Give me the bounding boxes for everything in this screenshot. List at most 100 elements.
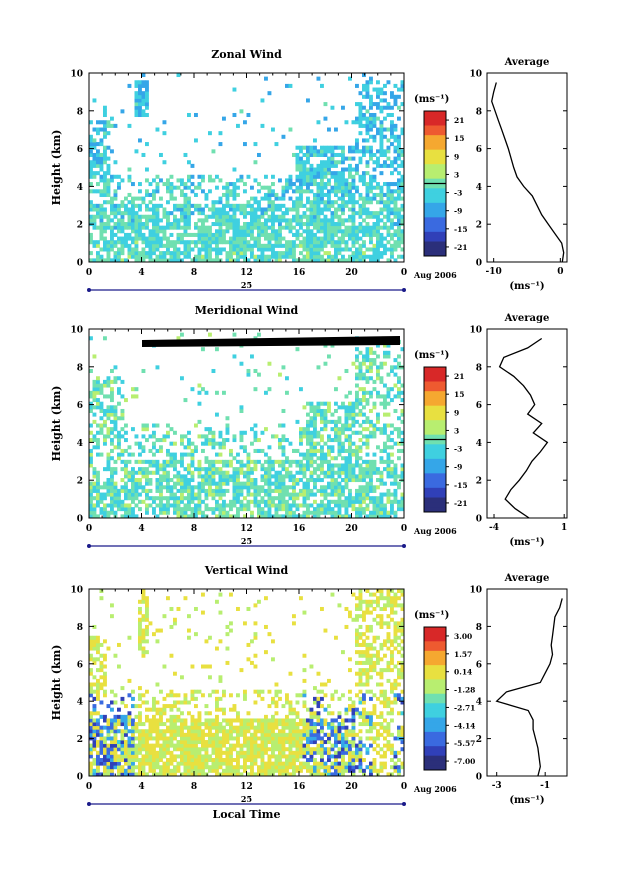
colorbar-segment: [424, 367, 446, 373]
x-tick-label: 16: [293, 782, 306, 792]
date-axis-end: [402, 544, 406, 548]
colorbar-tick-label: -7.00: [454, 757, 475, 766]
colorbar-segment: [424, 679, 446, 685]
date-axis-start: [87, 544, 91, 548]
colorbar-unit: (ms⁻¹): [414, 94, 449, 105]
colorbar-segment: [424, 391, 446, 397]
colorbar-segment: [424, 415, 446, 421]
colorbar-segment: [424, 202, 446, 209]
colorbar-tick-label: -4.14: [454, 721, 475, 730]
colorbar-segment: [424, 125, 446, 131]
avg-frame: [486, 328, 568, 519]
colorbar-segment: [424, 712, 446, 719]
colorbar-segment: [424, 207, 446, 213]
avg-x-label: (ms⁻¹): [509, 795, 544, 806]
date-axis-end: [402, 288, 406, 292]
panel-title: Zonal Wind: [211, 48, 282, 61]
x-tick-label: 0: [401, 524, 407, 534]
date-month: Aug 2006: [413, 270, 457, 280]
colorbar-segment: [424, 246, 446, 252]
y-tick-label: 4: [77, 698, 83, 708]
colorbar-segment: [424, 439, 446, 445]
colorbar-segment: [424, 655, 446, 661]
y-tick-label: 2: [77, 221, 83, 231]
y-tick-label: 0: [77, 515, 83, 525]
x-tick-label: 0: [401, 268, 407, 278]
colorbar-tick-label: -3: [454, 445, 462, 454]
x-tick-label: 12: [240, 524, 253, 534]
y-tick-label: 10: [70, 326, 83, 336]
colorbar-tick-label: -5.57: [454, 739, 475, 748]
panel-title: Meridional Wind: [195, 304, 299, 317]
colorbar-tick-label: 3.00: [454, 632, 472, 641]
x-tick-label: 20: [345, 268, 358, 278]
colorbar-tick-label: 1.57: [454, 650, 472, 659]
colorbar-tick-label: -2.71: [454, 703, 475, 712]
colorbar-segment: [424, 669, 446, 676]
panel-title: Vertical Wind: [204, 564, 289, 577]
colorbar-tick-label: -15: [454, 225, 468, 234]
colorbar-segment: [424, 507, 446, 513]
x-tick-label: 0: [86, 268, 92, 278]
colorbar-segment: [424, 231, 446, 238]
colorbar-segment: [424, 497, 446, 503]
colorbar-tick-label: -21: [454, 499, 468, 508]
colorbar-segment: [424, 746, 446, 752]
colorbar-segment: [424, 188, 446, 194]
colorbar-segment: [424, 376, 446, 382]
colorbar-segment: [424, 149, 446, 155]
colorbar-segment: [424, 130, 446, 136]
colorbar-segment: [424, 159, 446, 165]
colorbar-segment: [424, 144, 446, 151]
colorbar-segment: [424, 173, 446, 180]
colorbar-segment: [424, 222, 446, 228]
colorbar-segment: [424, 765, 446, 771]
avg-y-tick-label: 8: [476, 107, 482, 117]
colorbar-segment: [424, 641, 446, 647]
colorbar-segment: [424, 251, 446, 257]
x-tick-label: 4: [138, 524, 144, 534]
colorbar-segment: [424, 688, 446, 695]
avg-y-tick-label: 8: [476, 623, 482, 633]
colorbar-segment: [424, 111, 446, 117]
colorbar-segment: [424, 468, 446, 474]
colorbar-segment: [424, 410, 446, 416]
colorbar-segment: [424, 154, 446, 160]
colorbar-segment: [424, 665, 446, 671]
avg-y-tick-label: 0: [476, 773, 482, 783]
date-axis-start: [87, 288, 91, 292]
colorbar-segment: [424, 463, 446, 469]
colorbar-segment: [424, 120, 446, 126]
colorbar-segment: [424, 241, 446, 247]
avg-profile-line: [495, 598, 563, 777]
colorbar-segment: [424, 698, 446, 704]
colorbar-tick-label: -21: [454, 243, 468, 252]
x-tick-label: 8: [191, 268, 197, 278]
avg-y-tick-label: 0: [476, 515, 482, 525]
avg-y-tick-label: 8: [476, 363, 482, 373]
colorbar-segment: [424, 405, 446, 411]
dense-contour-band: [142, 336, 400, 347]
colorbar-tick-label: 21: [454, 116, 464, 125]
colorbar-tick-label: -9: [454, 463, 462, 472]
avg-frame: [486, 72, 568, 263]
colorbar-segment: [424, 115, 446, 122]
colorbar-segment: [424, 178, 446, 184]
avg-y-tick-label: 10: [469, 326, 482, 336]
avg-y-tick-label: 4: [476, 183, 482, 193]
date-month: Aug 2006: [413, 526, 457, 536]
colorbar-unit: (ms⁻¹): [414, 610, 449, 621]
colorbar-segment: [424, 236, 446, 242]
y-axis-label: Height (km): [50, 130, 63, 206]
avg-frame: [486, 588, 568, 777]
colorbar-segment: [424, 381, 446, 387]
colorbar-tick-label: 0.14: [454, 668, 472, 677]
colorbar-segment: [424, 693, 446, 699]
x-tick-label: 8: [191, 782, 197, 792]
x-tick-label: 0: [86, 782, 92, 792]
colorbar-segment: [424, 425, 446, 431]
x-tick-label: 4: [138, 268, 144, 278]
colorbar-segment: [424, 193, 446, 199]
